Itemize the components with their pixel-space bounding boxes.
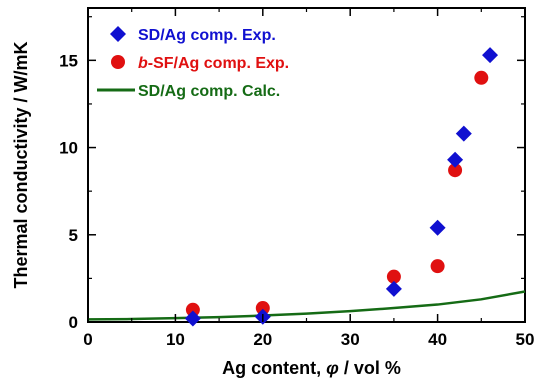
x-tick-label: 50 [516,330,535,349]
point-bsf-exp [474,70,489,85]
point-bsf-exp [255,301,270,316]
x-axis-label: Ag content, φ / vol % [222,358,401,378]
x-tick-label: 30 [341,330,360,349]
legend-label-bsf-italic: b [138,55,148,72]
point-sd-exp [184,310,201,327]
calc-line-layer [87,290,526,321]
legend-marker-sd-exp [110,26,126,42]
point-sd-exp [447,151,464,168]
legend-label-sd-exp: SD/Ag comp. Exp. [138,27,276,44]
point-sd-exp [455,125,472,142]
x-tick-label: 10 [166,330,185,349]
marker-layer [184,47,499,327]
legend-label-bsf-rest: -SF/Ag comp. Exp. [148,55,289,72]
y-tick-label: 5 [69,226,78,245]
legend-marker-bsf-exp [111,55,125,69]
point-bsf-exp [386,269,401,284]
x-axis-label-prefix: Ag content, [222,358,321,378]
x-tick-label: 0 [83,330,92,349]
y-tick-label: 15 [59,51,78,70]
series-line-sd-calc [87,290,526,321]
legend-label-sd-calc: SD/Ag comp. Calc. [138,83,280,100]
y-axis-label: Thermal conductivity / W/mK [11,41,31,288]
tick-layer: 0 10 20 30 40 50 0 5 10 15 [59,8,534,349]
x-tick-label: 20 [253,330,272,349]
y-tick-label: 0 [69,313,78,332]
x-axis-label-symbol: φ [326,358,339,378]
x-axis-label-suffix: / vol % [344,358,401,378]
point-sd-exp [385,280,402,297]
legend-label-bsf-exp: b-SF/Ag comp. Exp. [138,55,289,72]
point-sd-exp [482,47,499,64]
x-tick-label: 40 [428,330,447,349]
legend: SD/Ag comp. Exp. b-SF/Ag comp. Exp. SD/A… [97,26,289,100]
point-bsf-exp [185,302,200,317]
point-bsf-exp [448,163,463,178]
point-bsf-exp [430,259,445,274]
y-tick-label: 10 [59,139,78,158]
point-sd-exp [429,219,446,236]
